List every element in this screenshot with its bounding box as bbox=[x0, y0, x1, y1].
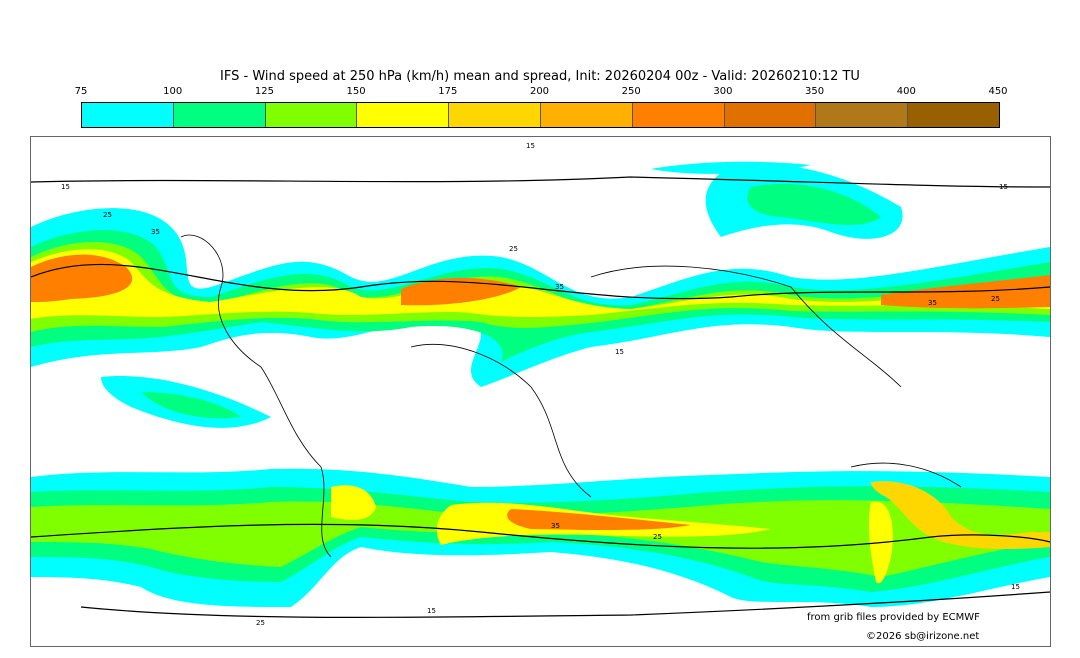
colorbar-swatch bbox=[173, 103, 266, 127]
colorbar-swatch bbox=[357, 103, 450, 127]
copyright-credit: ©2026 sb@irizone.net bbox=[866, 631, 980, 642]
colorbar-swatch bbox=[540, 103, 633, 127]
svg-text:25: 25 bbox=[653, 533, 662, 541]
colorbar-tick-label: 175 bbox=[438, 86, 458, 97]
colorbar-tick-label: 250 bbox=[621, 86, 641, 97]
svg-text:15: 15 bbox=[1011, 583, 1020, 591]
northern-jet-stream bbox=[31, 161, 1050, 428]
colorbar bbox=[81, 102, 1000, 128]
svg-text:25: 25 bbox=[256, 619, 265, 627]
colorbar-tick-label: 450 bbox=[988, 86, 1008, 97]
colorbar-swatch bbox=[908, 103, 999, 127]
svg-text:35: 35 bbox=[928, 299, 937, 307]
svg-text:25: 25 bbox=[103, 211, 112, 219]
svg-text:25: 25 bbox=[509, 245, 518, 253]
colorbar-tick-label: 300 bbox=[713, 86, 733, 97]
colorbar-swatch bbox=[449, 103, 541, 127]
colorbar-swatch bbox=[632, 103, 725, 127]
colorbar-tick-label: 75 bbox=[74, 86, 88, 97]
wind-speed-map: 15 25 35 15 25 35 15 25 35 15 25 15 35 2… bbox=[30, 136, 1051, 647]
colorbar-swatch bbox=[816, 103, 909, 127]
svg-text:15: 15 bbox=[61, 183, 70, 191]
svg-text:15: 15 bbox=[427, 607, 436, 615]
data-source-credit: from grib files provided by ECMWF bbox=[807, 612, 980, 623]
svg-text:35: 35 bbox=[555, 283, 564, 291]
svg-text:35: 35 bbox=[151, 228, 160, 236]
svg-text:15: 15 bbox=[999, 183, 1008, 191]
colorbar-tick-label: 125 bbox=[254, 86, 274, 97]
coastlines bbox=[180, 234, 962, 558]
spread-contours bbox=[31, 176, 1050, 619]
colorbar-tick-label: 200 bbox=[529, 86, 550, 97]
svg-text:15: 15 bbox=[526, 142, 535, 150]
colorbar-tick-label: 150 bbox=[346, 86, 366, 97]
colorbar-swatch bbox=[82, 103, 174, 127]
svg-text:15: 15 bbox=[615, 348, 624, 356]
contour-labels: 15 25 35 15 25 35 15 25 35 15 25 15 35 2… bbox=[61, 142, 1020, 627]
svg-text:25: 25 bbox=[991, 295, 1000, 303]
chart-title: IFS - Wind speed at 250 hPa (km/h) mean … bbox=[220, 69, 860, 84]
colorbar-tick-label: 350 bbox=[805, 86, 825, 97]
southern-jet-stream bbox=[31, 468, 1050, 607]
colorbar-tick-label: 100 bbox=[163, 86, 183, 97]
colorbar-tick-label: 400 bbox=[896, 86, 916, 97]
colorbar-swatch bbox=[265, 103, 358, 127]
colorbar-tick-labels: 75 100 125 150 175 200 250 300 350 400 450 bbox=[0, 86, 1080, 98]
colorbar-swatch bbox=[724, 103, 817, 127]
svg-text:35: 35 bbox=[551, 522, 560, 530]
